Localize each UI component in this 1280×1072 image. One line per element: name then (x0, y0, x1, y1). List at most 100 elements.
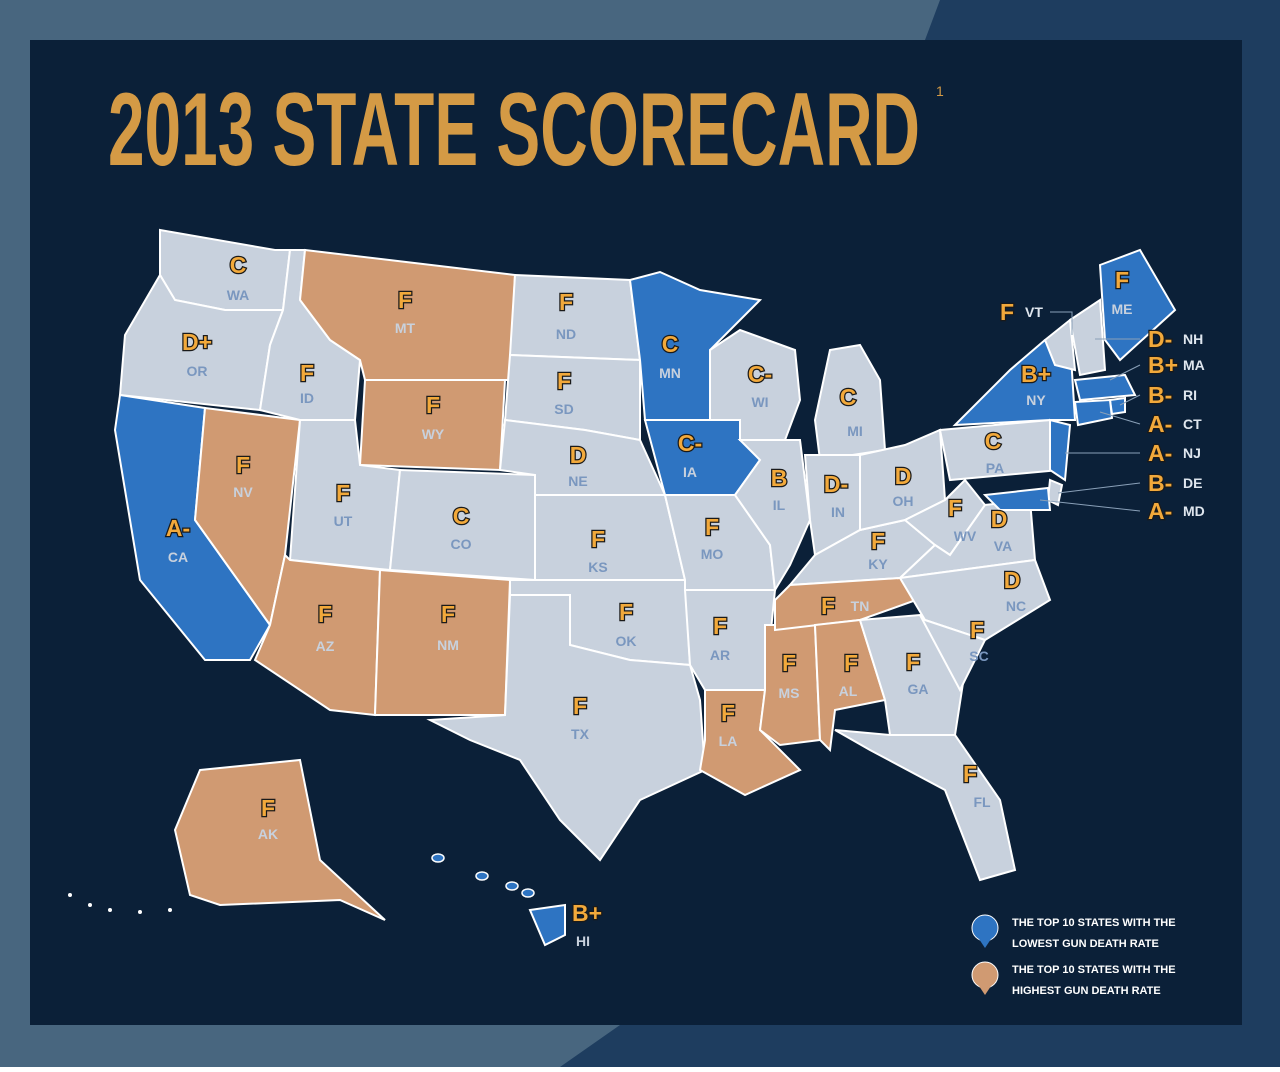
state-abbr: MD (1183, 503, 1205, 519)
state-shape (534, 494, 687, 581)
state-abbr: MO (701, 546, 724, 562)
leader-line (1050, 311, 1073, 335)
state-abbr: IA (683, 464, 697, 480)
state-abbr: CA (168, 549, 188, 565)
state-grade: F (261, 795, 275, 821)
island (138, 910, 142, 914)
footnote-mark: 1 (936, 83, 944, 99)
state-abbr: TN (851, 598, 870, 614)
state-grade: D- (1148, 326, 1172, 352)
legend-text: HIGHEST GUN DEATH RATE (1012, 985, 1161, 997)
state-grade: B (771, 465, 788, 491)
state-abbr: NH (1183, 331, 1203, 347)
state-abbr: DE (1183, 475, 1202, 491)
state-abbr: IN (831, 504, 845, 520)
leader-line (1099, 411, 1141, 425)
state-grade: B+ (1148, 352, 1178, 378)
state-grade: A- (166, 515, 190, 541)
state-shape (733, 439, 812, 594)
state-grade: F (713, 613, 727, 639)
state-abbr: NJ (1183, 445, 1201, 461)
state-shape (1073, 398, 1114, 427)
island (108, 908, 112, 912)
state-abbr: FL (973, 794, 991, 810)
state-abbr: AK (258, 826, 278, 842)
state-abbr: SC (969, 648, 988, 664)
state-grade: F (1000, 299, 1014, 325)
state-grade: F (398, 287, 412, 313)
state-abbr: OK (616, 633, 637, 649)
state-abbr: ID (300, 390, 314, 406)
state-abbr: OR (187, 363, 208, 379)
state-grade: F (557, 368, 571, 394)
legend-text: LOWEST GUN DEATH RATE (1012, 938, 1159, 950)
state-abbr: NC (1006, 598, 1026, 614)
state-shape (1098, 248, 1177, 362)
island (88, 903, 92, 907)
state-grade: F (906, 649, 920, 675)
state-shape (919, 614, 987, 693)
state-grade: F (1115, 267, 1129, 293)
legend-marker-tip (979, 986, 991, 995)
state-abbr: GA (908, 681, 929, 697)
state-abbr: LA (719, 733, 738, 749)
state-grade: F (844, 650, 858, 676)
state-abbr: PA (986, 460, 1004, 476)
state-grade: B- (1148, 382, 1172, 408)
state-grade: F (318, 601, 332, 627)
state-grade: F (300, 360, 314, 386)
state-grade: F (963, 761, 977, 787)
state-grade: F (705, 514, 719, 540)
state-shape (528, 903, 566, 947)
state-grade: A- (1148, 411, 1172, 437)
state-grade: A- (1148, 498, 1172, 524)
state-shape (834, 729, 1017, 882)
state-abbr: CO (451, 536, 472, 552)
state-abbr: HI (576, 933, 590, 949)
state-grade: F (559, 289, 573, 315)
leader-line (1119, 394, 1141, 406)
legend-marker (971, 914, 999, 942)
state-abbr: ND (556, 326, 576, 342)
state-shape (426, 594, 707, 862)
state-grade: B+ (1021, 361, 1051, 387)
state-grade: D (895, 463, 912, 489)
state-shape (1043, 318, 1077, 372)
state-abbr: MA (1183, 357, 1205, 373)
state-abbr: KY (868, 556, 888, 572)
state-abbr: WY (422, 426, 445, 442)
state-abbr: SD (554, 401, 573, 417)
state-shape (1068, 298, 1107, 377)
state-abbr: CT (1183, 416, 1202, 432)
state-grade: F (821, 593, 835, 619)
state-grade: B+ (572, 900, 602, 926)
state-abbr: TX (571, 726, 590, 742)
state-abbr: MT (395, 320, 416, 336)
state-abbr: MN (659, 365, 681, 381)
state-grade: F (970, 617, 984, 643)
state-abbr: VT (1025, 304, 1043, 320)
state-grade: D (1004, 567, 1021, 593)
state-abbr: AL (839, 683, 858, 699)
legend-marker-tip (979, 939, 991, 948)
state-abbr: AR (710, 647, 730, 663)
state-grade: F (782, 650, 796, 676)
legend-text: THE TOP 10 STATES WITH THE (1012, 964, 1176, 976)
state-abbr: WV (954, 528, 977, 544)
island (521, 888, 535, 898)
state-shape (1073, 373, 1137, 402)
state-abbr: UT (334, 513, 353, 529)
island (431, 853, 445, 863)
state-abbr: WI (751, 394, 768, 410)
state-abbr: OH (893, 493, 914, 509)
state-grade: F (721, 700, 735, 726)
island (68, 893, 72, 897)
map (68, 228, 1177, 947)
state-abbr: ME (1112, 301, 1133, 317)
state-grade: C (453, 503, 470, 529)
leader-line (1039, 499, 1141, 512)
state-grade: F (619, 599, 633, 625)
state-abbr: NM (437, 637, 459, 653)
legend-marker (971, 961, 999, 989)
